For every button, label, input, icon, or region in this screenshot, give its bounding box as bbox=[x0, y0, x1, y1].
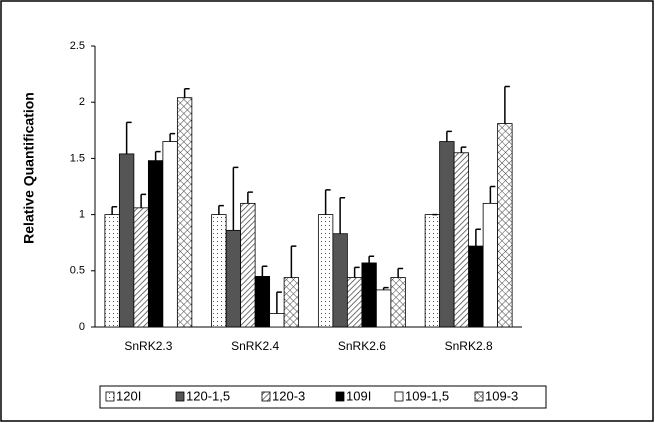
y-tick-label: 1 bbox=[79, 209, 85, 221]
legend-swatch bbox=[175, 391, 185, 402]
bar bbox=[211, 214, 227, 328]
error-bar bbox=[339, 196, 346, 234]
bar bbox=[346, 277, 363, 328]
bar bbox=[332, 233, 348, 328]
y-tick-label: 0 bbox=[79, 321, 85, 333]
y-tick-label: 1.5 bbox=[70, 152, 85, 164]
legend-swatch bbox=[261, 391, 271, 402]
error-bar bbox=[276, 291, 282, 314]
bar bbox=[269, 313, 285, 328]
error-bar bbox=[169, 132, 176, 142]
bar bbox=[283, 277, 300, 328]
x-tick-label: SnRK2.6 bbox=[338, 339, 386, 353]
bar bbox=[147, 160, 164, 328]
bar bbox=[240, 202, 256, 328]
error-bar bbox=[154, 150, 161, 161]
bar bbox=[254, 276, 271, 328]
bar bbox=[225, 229, 242, 328]
error-bar bbox=[232, 166, 239, 231]
error-bar bbox=[290, 245, 297, 278]
error-bar bbox=[504, 85, 510, 124]
legend-label: 109-3 bbox=[485, 388, 518, 403]
y-tick-label: 2.5 bbox=[70, 40, 85, 52]
bar bbox=[162, 141, 178, 328]
bar bbox=[482, 202, 499, 328]
bar bbox=[375, 289, 392, 328]
y-tick-label: 0.5 bbox=[70, 265, 85, 277]
bar bbox=[176, 97, 193, 328]
x-tick-label: SnRK2.4 bbox=[231, 339, 279, 353]
bar bbox=[468, 245, 484, 328]
error-bar bbox=[247, 191, 253, 204]
error-bar bbox=[489, 185, 496, 204]
bar bbox=[453, 152, 470, 328]
legend-swatch bbox=[335, 391, 345, 402]
error-bar bbox=[475, 228, 481, 247]
error-bar bbox=[460, 146, 467, 153]
error-bar bbox=[183, 87, 190, 98]
error-bar bbox=[368, 255, 375, 263]
error-bar bbox=[324, 189, 331, 215]
bar bbox=[497, 123, 513, 328]
error-bar bbox=[446, 130, 452, 142]
legend-swatch bbox=[474, 391, 484, 402]
error-bar bbox=[353, 266, 360, 278]
legend-label: 120-1,5 bbox=[186, 388, 230, 403]
legend-label: 120I bbox=[116, 388, 141, 403]
legend-label: 109I bbox=[346, 388, 371, 403]
error-bar bbox=[140, 193, 147, 208]
bar bbox=[104, 214, 120, 328]
legend-swatch bbox=[105, 391, 115, 402]
error-bar bbox=[261, 265, 268, 277]
bar bbox=[424, 214, 441, 328]
x-tick-label: SnRK2.3 bbox=[124, 339, 172, 353]
y-tick-label: 2 bbox=[79, 96, 85, 108]
bar bbox=[133, 207, 149, 328]
bar bbox=[361, 262, 377, 328]
error-bar bbox=[125, 121, 132, 154]
bar bbox=[390, 277, 406, 328]
bar bbox=[317, 214, 334, 328]
legend-label: 120-3 bbox=[272, 388, 305, 403]
bar bbox=[118, 153, 135, 328]
legend-label: 109-1,5 bbox=[405, 388, 449, 403]
error-bar bbox=[397, 267, 404, 278]
error-bar bbox=[382, 286, 389, 290]
bar bbox=[439, 141, 455, 328]
legend bbox=[99, 385, 547, 409]
y-axis-label: Relative Quantification bbox=[21, 92, 37, 244]
error-bar bbox=[111, 205, 118, 215]
legend-swatch bbox=[394, 391, 404, 402]
error-bar bbox=[218, 204, 224, 215]
x-tick-label: SnRK2.8 bbox=[445, 339, 493, 353]
